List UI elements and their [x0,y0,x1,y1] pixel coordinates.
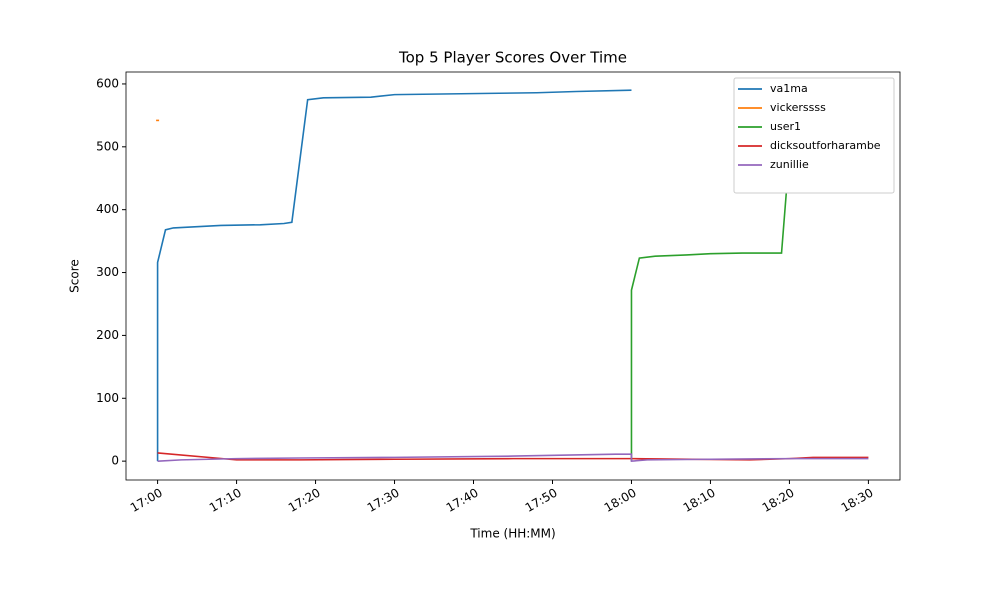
legend-label: dicksoutforharambe [770,139,881,152]
chart-title: Top 5 Player Scores Over Time [398,49,627,67]
y-axis-label: Score [68,259,82,293]
legend-label: user1 [770,120,801,133]
legend-label: zunillie [770,158,809,171]
y-tick-label: 500 [96,139,119,153]
series-line [156,89,632,462]
y-tick-label: 0 [111,454,119,468]
plot-frame [125,71,901,481]
legend-label: va1ma [770,82,808,95]
y-tick-label: 600 [96,76,119,90]
y-tick-label: 200 [96,328,119,342]
legend-box [733,77,895,194]
y-tick-label: 100 [96,391,119,405]
series-line [157,453,869,463]
y-tick-label: 400 [96,202,119,216]
legend-label: vickerssss [770,101,826,114]
x-axis-label: Time (HH:MM) [469,527,555,541]
y-tick-label: 300 [96,265,119,279]
